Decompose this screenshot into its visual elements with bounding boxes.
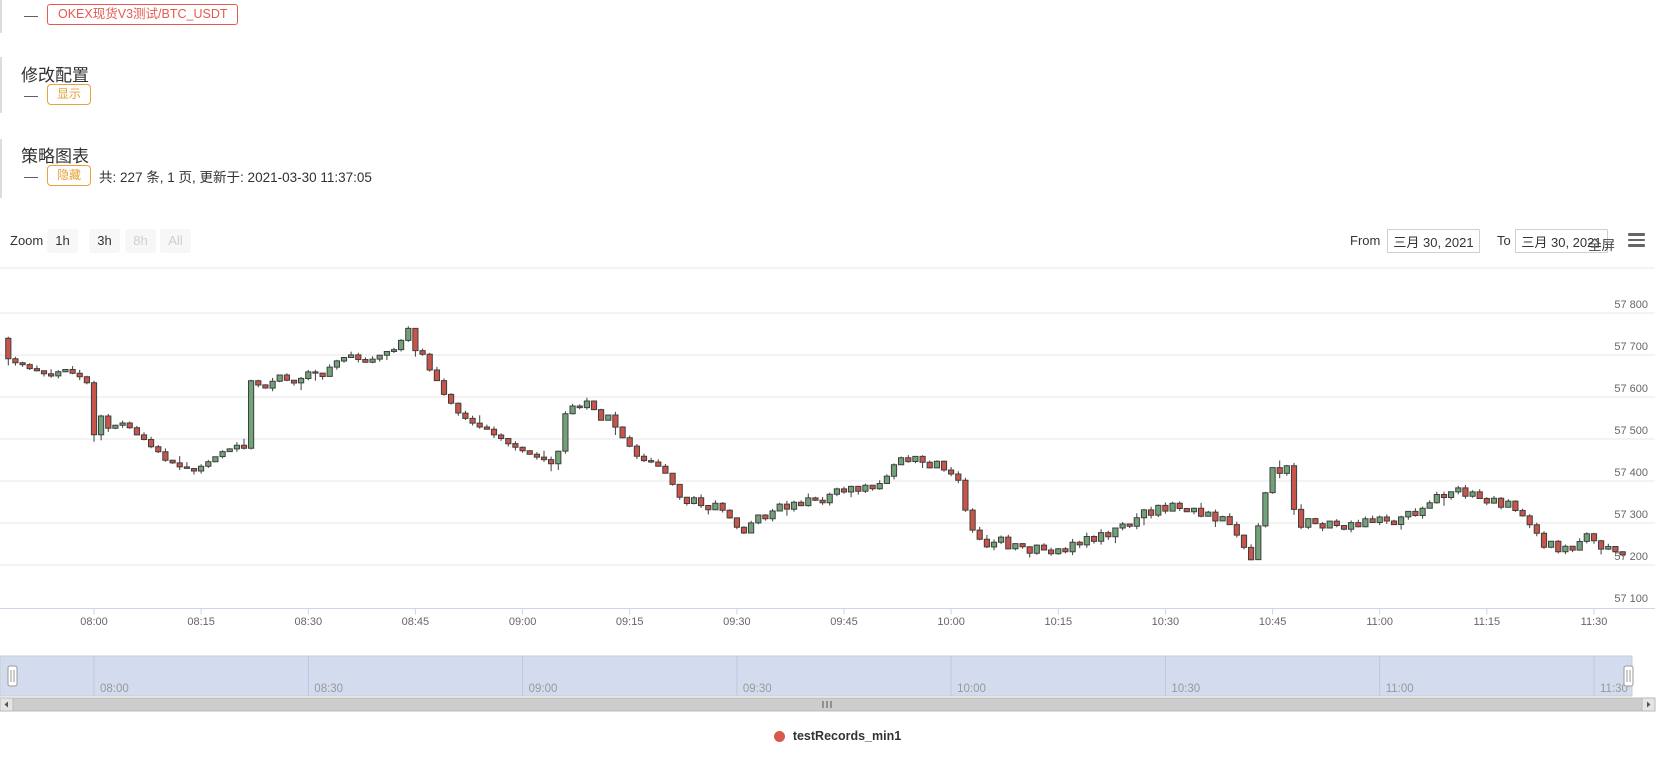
records-summary: 共: 227 条, 1 页, 更新于: 2021-03-30 11:37:05 [99,169,372,185]
series-testRecords_min1[interactable] [5,326,1626,561]
candles-up [55,327,1612,561]
x-axis-label: 08:45 [402,616,430,628]
x-axis-label: 10:30 [1152,616,1180,628]
y-axis-labels: 57 100 57 200 57 300 57 400 57 500 57 600 57 7… [1614,299,1648,605]
config-title: 修改配置 [21,66,89,85]
legend-item[interactable]: testRecords_min1 [0,729,1675,743]
x-axis-label: 08:15 [187,616,215,628]
navigator-handle-left[interactable] [7,665,18,687]
x-axis-label: 11:00 [1366,616,1393,628]
hide-chart-button[interactable]: 隐藏 [47,165,92,186]
zoom-label: Zoom [10,233,44,248]
navigator-label: 09:00 [529,683,558,695]
chart-menu-icon[interactable] [1628,233,1645,247]
navigator-label: 10:00 [957,683,986,695]
fullscreen-button[interactable]: 全屏 [1588,238,1615,253]
series-dot-icon [773,730,785,742]
strategy-chart-title: 策略图表 [21,147,89,166]
collapse-icon: — [24,6,38,23]
x-axis-label: 11:15 [1473,616,1500,628]
y-axis-label: 57 100 [1614,593,1648,605]
x-axis-label: 09:30 [723,616,751,628]
section-config: 修改配置 — 显示 [0,57,402,113]
x-axis-label: 09:00 [509,616,537,628]
x-axis-label: 09:15 [616,616,644,628]
navigator[interactable]: 08:00 08:30 09:00 09:30 10:00 10:30 11:00 11:30 [0,655,1634,697]
navigator-label: 08:00 [100,683,129,695]
navigator-label: 08:30 [314,683,343,695]
y-axis-label: 57 800 [1614,299,1648,311]
y-axis-label: 57 700 [1614,341,1648,353]
y-axis-label: 57 200 [1614,551,1648,563]
to-date-input[interactable] [1515,229,1608,253]
x-axis-label: 10:00 [937,616,965,628]
x-axis-label: 10:45 [1259,616,1287,628]
zoom-button-8h: 8h [125,229,156,253]
y-axis-label: 57 500 [1614,425,1648,437]
y-axis-label: 57 600 [1614,383,1648,395]
instrument-badge[interactable]: OKEX现货V3测试/BTC_USDT [47,4,239,25]
scrollbar[interactable] [0,697,1656,712]
x-axis-label: 08:30 [295,616,323,628]
show-config-button[interactable]: 显示 [47,84,92,105]
from-date-input[interactable] [1387,229,1480,253]
collapse-icon: — [24,86,38,103]
x-axis-label: 10:15 [1045,616,1073,628]
y-axis-label: 57 400 [1614,467,1648,479]
y-gridlines [0,267,1655,566]
navigator-handle-right[interactable] [1623,665,1634,687]
section-strategy-chart: 策略图表 — 隐藏 共: 227 条, 1 页, 更新于: 2021-03-30… [0,139,702,198]
from-label: From [1350,233,1381,248]
candles-down [5,327,1626,561]
navigator-label: 09:30 [743,683,772,695]
x-axis-label: 09:45 [830,616,858,628]
zoom-button-1h[interactable]: 1h [47,229,78,253]
x-axis: 08:00 08:15 08:30 08:45 09:00 09:15 09:30 09:45… [0,608,1655,628]
zoom-button-3h[interactable]: 3h [89,229,120,253]
series-name: testRecords_min1 [792,729,902,743]
x-axis-label: 11:30 [1581,616,1608,628]
y-axis-label: 57 300 [1614,509,1648,521]
range-selector: Zoom 1h 3h 8h All From To 全屏 [0,226,1675,258]
section-instrument: — OKEX现货V3测试/BTC_USDT [0,0,402,33]
navigator-label: 11:00 [1386,683,1414,695]
x-axis-label: 08:00 [80,616,108,628]
navigator-label: 10:30 [1171,683,1200,695]
collapse-icon: — [24,167,38,184]
to-label: To [1497,233,1511,248]
navigator-label: 11:30 [1600,683,1628,695]
zoom-button-all: All [160,229,191,253]
